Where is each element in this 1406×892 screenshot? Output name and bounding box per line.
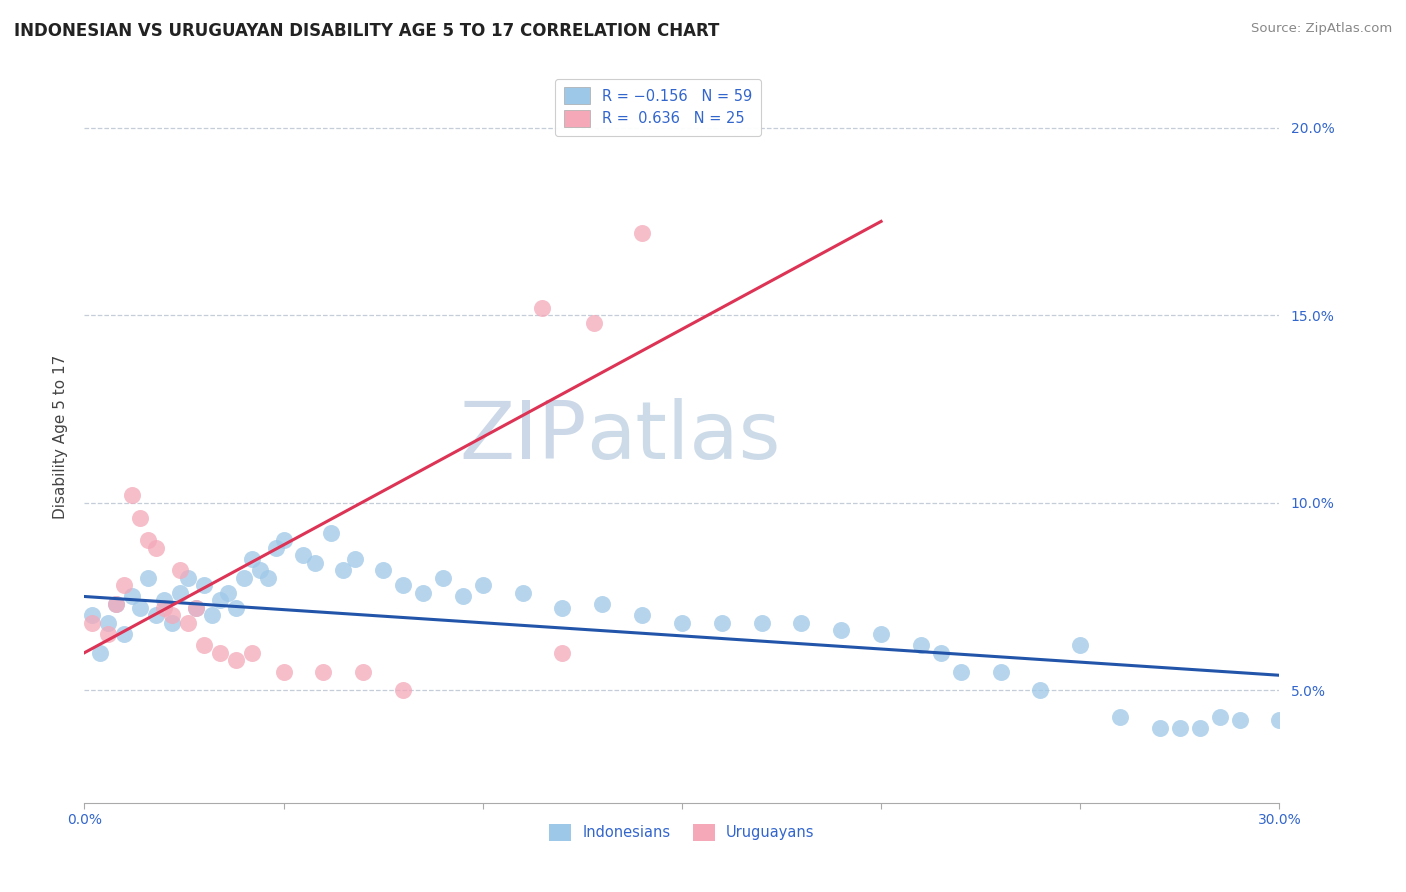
Point bbox=[82, 615, 104, 630]
Point bbox=[232, 571, 254, 585]
Point bbox=[136, 571, 159, 585]
Point bbox=[169, 586, 191, 600]
Point bbox=[751, 615, 773, 630]
Point bbox=[551, 600, 574, 615]
Point bbox=[1109, 709, 1132, 723]
Point bbox=[240, 552, 263, 566]
Point bbox=[990, 665, 1012, 679]
Point bbox=[352, 665, 374, 679]
Point bbox=[451, 590, 474, 604]
Point bbox=[1229, 713, 1251, 727]
Point bbox=[177, 571, 200, 585]
Point bbox=[1168, 721, 1191, 735]
Point bbox=[710, 615, 733, 630]
Point bbox=[169, 563, 191, 577]
Point bbox=[145, 541, 167, 555]
Text: ZIP: ZIP bbox=[458, 398, 586, 476]
Y-axis label: Disability Age 5 to 17: Disability Age 5 to 17 bbox=[52, 355, 67, 519]
Point bbox=[201, 608, 224, 623]
Point bbox=[249, 563, 271, 577]
Point bbox=[184, 600, 207, 615]
Point bbox=[89, 646, 111, 660]
Point bbox=[1029, 683, 1052, 698]
Text: INDONESIAN VS URUGUAYAN DISABILITY AGE 5 TO 17 CORRELATION CHART: INDONESIAN VS URUGUAYAN DISABILITY AGE 5… bbox=[14, 22, 720, 40]
Point bbox=[790, 615, 813, 630]
Point bbox=[949, 665, 972, 679]
Point bbox=[273, 533, 295, 548]
Point bbox=[1069, 638, 1091, 652]
Point bbox=[264, 541, 287, 555]
Legend: Indonesians, Uruguayans: Indonesians, Uruguayans bbox=[543, 818, 821, 847]
Point bbox=[321, 525, 343, 540]
Point bbox=[105, 597, 128, 611]
Point bbox=[432, 571, 454, 585]
Point bbox=[193, 638, 215, 652]
Point bbox=[830, 624, 852, 638]
Point bbox=[160, 608, 183, 623]
Point bbox=[256, 571, 278, 585]
Point bbox=[121, 488, 143, 502]
Point bbox=[1149, 721, 1171, 735]
Point bbox=[193, 578, 215, 592]
Point bbox=[392, 578, 415, 592]
Point bbox=[591, 597, 613, 611]
Point bbox=[240, 646, 263, 660]
Point bbox=[471, 578, 494, 592]
Point bbox=[631, 226, 654, 240]
Point bbox=[225, 600, 247, 615]
Point bbox=[129, 600, 152, 615]
Point bbox=[870, 627, 893, 641]
Point bbox=[105, 597, 128, 611]
Point bbox=[136, 533, 159, 548]
Point bbox=[631, 608, 654, 623]
Point bbox=[292, 548, 315, 562]
Text: Source: ZipAtlas.com: Source: ZipAtlas.com bbox=[1251, 22, 1392, 36]
Point bbox=[82, 608, 104, 623]
Point bbox=[225, 653, 247, 667]
Point bbox=[177, 615, 200, 630]
Point bbox=[153, 600, 176, 615]
Point bbox=[392, 683, 415, 698]
Point bbox=[1268, 713, 1291, 727]
Point bbox=[129, 510, 152, 524]
Point bbox=[1188, 721, 1211, 735]
Point bbox=[112, 627, 135, 641]
Point bbox=[344, 552, 367, 566]
Point bbox=[1209, 709, 1232, 723]
Point bbox=[97, 627, 120, 641]
Point bbox=[145, 608, 167, 623]
Point bbox=[184, 600, 207, 615]
Text: atlas: atlas bbox=[586, 398, 780, 476]
Point bbox=[551, 646, 574, 660]
Point bbox=[304, 556, 326, 570]
Point bbox=[160, 615, 183, 630]
Point bbox=[217, 586, 239, 600]
Point bbox=[671, 615, 693, 630]
Point bbox=[412, 586, 434, 600]
Point bbox=[929, 646, 952, 660]
Point bbox=[208, 646, 231, 660]
Point bbox=[512, 586, 534, 600]
Point bbox=[208, 593, 231, 607]
Point bbox=[121, 590, 143, 604]
Point bbox=[583, 316, 606, 330]
Point bbox=[373, 563, 395, 577]
Point bbox=[531, 301, 554, 315]
Point bbox=[112, 578, 135, 592]
Point bbox=[910, 638, 932, 652]
Point bbox=[312, 665, 335, 679]
Point bbox=[332, 563, 354, 577]
Point bbox=[273, 665, 295, 679]
Point bbox=[153, 593, 176, 607]
Point bbox=[97, 615, 120, 630]
